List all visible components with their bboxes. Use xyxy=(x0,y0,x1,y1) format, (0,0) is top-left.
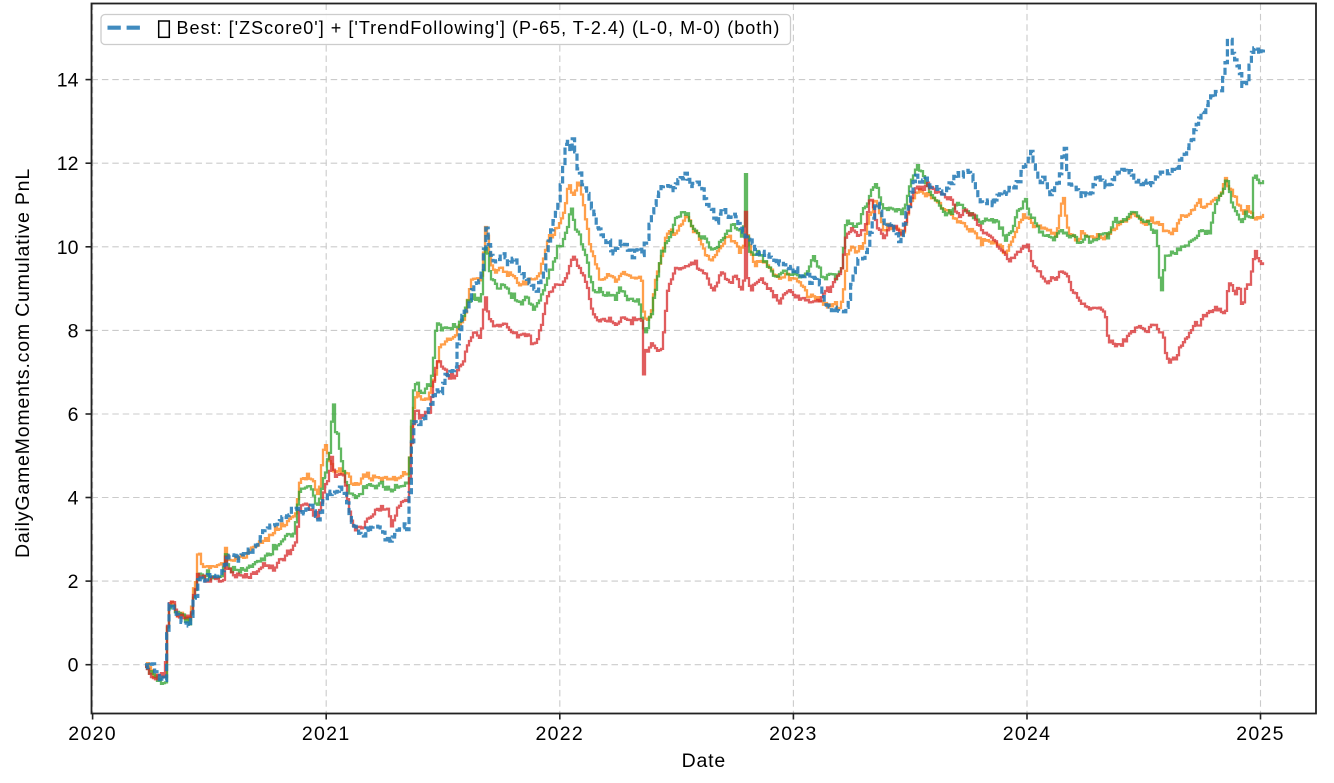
svg-text:8: 8 xyxy=(68,320,79,342)
svg-text:12: 12 xyxy=(57,153,79,175)
svg-text:2020: 2020 xyxy=(68,723,117,745)
svg-text:2021: 2021 xyxy=(302,723,351,745)
svg-text:10: 10 xyxy=(57,237,79,259)
svg-text:2: 2 xyxy=(68,571,79,593)
svg-text:14: 14 xyxy=(57,70,79,92)
svg-text:DailyGameMoments.com Cumulativ: DailyGameMoments.com Cumulative PnL xyxy=(12,168,34,558)
svg-text:2025: 2025 xyxy=(1236,723,1285,745)
svg-text:0: 0 xyxy=(68,655,79,677)
svg-text:2024: 2024 xyxy=(1003,723,1052,745)
svg-text:2022: 2022 xyxy=(536,723,585,745)
svg-text:Best: ['ZScore0'] + ['TrendFol: Best: ['ZScore0'] + ['TrendFollowing'] (… xyxy=(177,18,781,38)
svg-text:4: 4 xyxy=(68,488,79,510)
svg-text:6: 6 xyxy=(68,404,79,426)
svg-text:Date: Date xyxy=(682,750,726,772)
svg-text:2023: 2023 xyxy=(769,723,818,745)
